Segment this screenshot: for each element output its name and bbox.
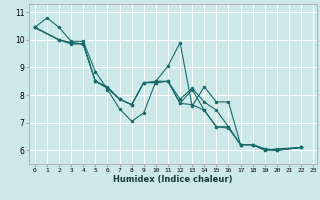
X-axis label: Humidex (Indice chaleur): Humidex (Indice chaleur) xyxy=(113,175,233,184)
